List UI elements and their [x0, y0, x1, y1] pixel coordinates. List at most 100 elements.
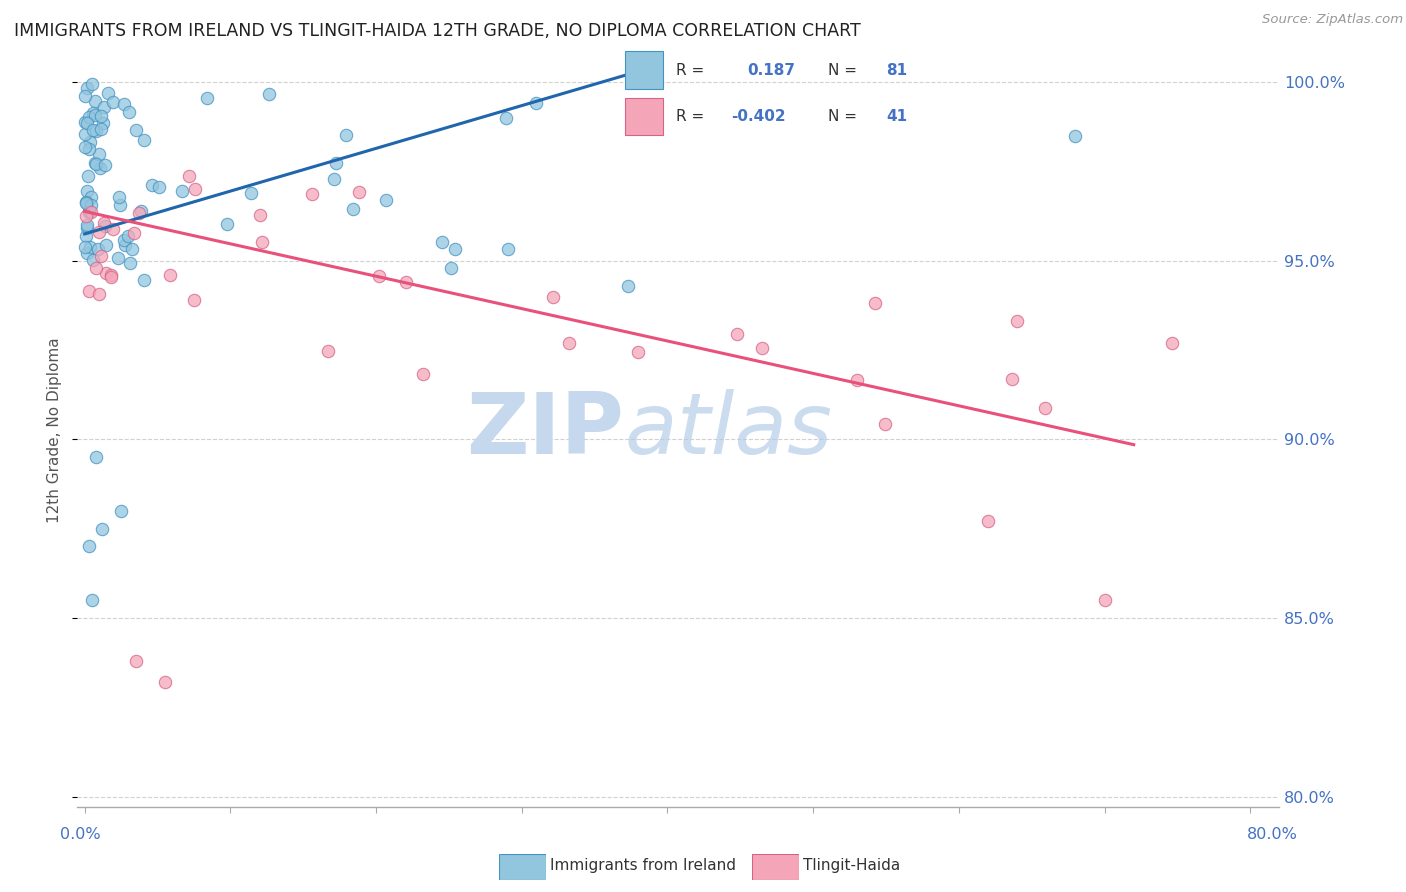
- Point: [159, 268, 181, 282]
- Point: [725, 326, 748, 341]
- Text: 0.0%: 0.0%: [60, 827, 100, 841]
- Point: [1005, 314, 1028, 328]
- Point: [97, 86, 120, 100]
- Point: [367, 269, 389, 284]
- Point: [77, 205, 100, 219]
- Point: [195, 91, 218, 105]
- Point: [215, 218, 238, 232]
- Point: [249, 208, 271, 222]
- Point: [75, 195, 97, 210]
- Point: [124, 654, 146, 668]
- Point: [335, 128, 357, 142]
- Point: [75, 128, 97, 142]
- Point: [394, 275, 416, 289]
- Point: [100, 268, 122, 282]
- Point: [77, 142, 100, 156]
- Point: [90, 249, 112, 263]
- Point: [845, 373, 868, 387]
- Point: [84, 450, 107, 465]
- Point: [76, 218, 98, 232]
- Point: [89, 161, 111, 175]
- Point: [412, 368, 434, 382]
- Text: Source: ZipAtlas.com: Source: ZipAtlas.com: [1263, 13, 1403, 27]
- Point: [430, 235, 453, 249]
- Point: [114, 238, 136, 252]
- Point: [77, 540, 100, 554]
- Text: N =: N =: [828, 62, 858, 78]
- Point: [1160, 335, 1182, 350]
- Point: [751, 341, 773, 355]
- Point: [75, 115, 97, 129]
- Point: [177, 169, 200, 184]
- Point: [128, 206, 150, 220]
- Point: [541, 290, 564, 304]
- Point: [316, 344, 339, 359]
- Point: [76, 116, 98, 130]
- Text: 80.0%: 80.0%: [1247, 827, 1298, 841]
- Text: 0.187: 0.187: [748, 62, 796, 78]
- Text: Immigrants from Ireland: Immigrants from Ireland: [550, 858, 735, 872]
- Point: [148, 180, 170, 194]
- Point: [153, 675, 176, 690]
- Point: [84, 123, 107, 137]
- Point: [96, 237, 118, 252]
- Point: [374, 194, 396, 208]
- Point: [117, 229, 139, 244]
- Point: [75, 209, 97, 223]
- Point: [100, 270, 122, 285]
- Point: [132, 133, 155, 147]
- Point: [239, 186, 262, 201]
- Text: -0.402: -0.402: [731, 109, 786, 124]
- Point: [257, 87, 280, 101]
- Point: [444, 243, 467, 257]
- Point: [82, 123, 104, 137]
- Point: [82, 252, 104, 267]
- Point: [80, 190, 103, 204]
- Point: [93, 215, 115, 229]
- Point: [91, 522, 114, 536]
- Point: [323, 171, 346, 186]
- Point: [75, 240, 97, 254]
- Point: [440, 260, 463, 275]
- Point: [617, 279, 640, 293]
- Point: [76, 195, 98, 210]
- Point: [627, 345, 650, 359]
- Point: [252, 235, 274, 249]
- Point: [101, 95, 124, 110]
- Point: [129, 204, 152, 219]
- Point: [1033, 401, 1056, 416]
- Point: [108, 189, 131, 203]
- Text: 81: 81: [886, 62, 908, 78]
- Point: [89, 226, 111, 240]
- Text: atlas: atlas: [624, 389, 832, 472]
- Point: [184, 182, 207, 196]
- Point: [73, 89, 96, 103]
- Text: 41: 41: [886, 109, 908, 124]
- Text: Tlingit-Haida: Tlingit-Haida: [803, 858, 900, 872]
- Point: [90, 109, 112, 123]
- Point: [93, 99, 115, 113]
- Point: [73, 140, 96, 154]
- Point: [118, 256, 141, 270]
- Point: [170, 184, 193, 198]
- Point: [301, 186, 323, 201]
- Y-axis label: 12th Grade, No Diploma: 12th Grade, No Diploma: [46, 337, 62, 524]
- Point: [863, 295, 886, 310]
- Point: [84, 108, 107, 122]
- Point: [80, 78, 103, 92]
- Point: [84, 156, 107, 170]
- Point: [121, 242, 143, 256]
- Point: [94, 266, 117, 280]
- Point: [1001, 372, 1024, 386]
- Bar: [624, 52, 664, 89]
- Point: [141, 178, 163, 192]
- Point: [75, 228, 97, 243]
- Point: [89, 287, 111, 301]
- Point: [496, 242, 519, 256]
- Point: [347, 185, 370, 199]
- Point: [76, 245, 98, 260]
- Text: IMMIGRANTS FROM IRELAND VS TLINGIT-HAIDA 12TH GRADE, NO DIPLOMA CORRELATION CHAR: IMMIGRANTS FROM IRELAND VS TLINGIT-HAIDA…: [14, 22, 860, 40]
- Point: [558, 336, 581, 351]
- Point: [110, 504, 132, 518]
- Text: R =: R =: [676, 109, 704, 124]
